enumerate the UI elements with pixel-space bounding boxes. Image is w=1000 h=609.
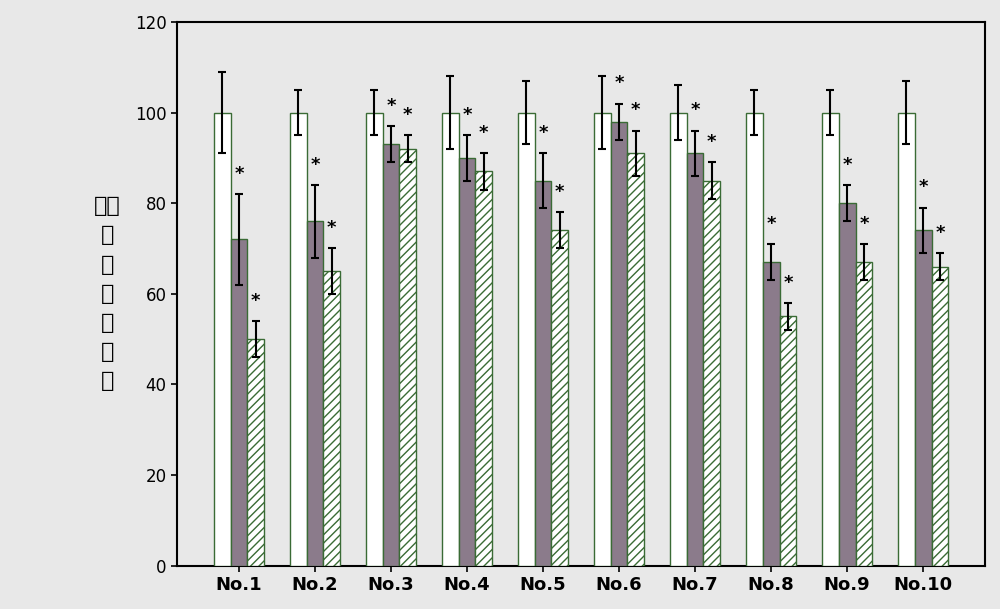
Text: *: *	[766, 214, 776, 233]
Bar	[915, 230, 932, 566]
Bar	[399, 149, 416, 566]
Bar	[214, 113, 231, 566]
Bar	[518, 113, 535, 566]
Bar	[323, 271, 340, 566]
Bar	[535, 180, 551, 566]
Text: *: *	[479, 124, 489, 142]
Bar	[746, 113, 763, 566]
Text: *: *	[555, 183, 565, 201]
Bar	[290, 113, 307, 566]
Bar	[307, 221, 323, 566]
Text: *: *	[462, 106, 472, 124]
Bar	[687, 153, 703, 566]
Bar	[703, 180, 720, 566]
Bar	[594, 113, 611, 566]
Bar	[231, 239, 247, 566]
Text: *: *	[614, 74, 624, 92]
Text: 膜: 膜	[100, 225, 114, 245]
Text: *: *	[935, 224, 945, 242]
Bar	[780, 317, 796, 566]
Bar	[670, 113, 687, 566]
Text: *: *	[310, 156, 320, 174]
Text: *: *	[918, 178, 928, 196]
Text: *: *	[707, 133, 717, 151]
Bar	[763, 262, 780, 566]
Text: *: *	[403, 106, 412, 124]
Bar	[932, 267, 948, 566]
Text: 生物: 生物	[94, 196, 121, 216]
Bar	[898, 113, 915, 566]
Bar	[475, 172, 492, 566]
Text: *: *	[251, 292, 260, 309]
Text: 分: 分	[100, 342, 114, 362]
Bar	[383, 144, 399, 566]
Text: *: *	[859, 214, 869, 233]
Bar	[551, 230, 568, 566]
Bar	[856, 262, 872, 566]
Text: *: *	[386, 97, 396, 115]
Text: *: *	[690, 101, 700, 119]
Bar	[839, 203, 856, 566]
Text: 百: 百	[100, 313, 114, 333]
Text: *: *	[327, 219, 336, 237]
Text: 形: 形	[100, 255, 114, 275]
Bar	[442, 113, 459, 566]
Bar	[611, 122, 627, 566]
Text: *: *	[631, 101, 641, 119]
Text: *: *	[783, 273, 793, 292]
Text: *: *	[538, 124, 548, 142]
Bar	[247, 339, 264, 566]
Text: 成: 成	[100, 284, 114, 304]
Text: *: *	[842, 156, 852, 174]
Bar	[459, 158, 475, 566]
Bar	[627, 153, 644, 566]
Bar	[822, 113, 839, 566]
Bar	[366, 113, 383, 566]
Text: 比: 比	[100, 371, 114, 392]
Text: *: *	[234, 165, 244, 183]
